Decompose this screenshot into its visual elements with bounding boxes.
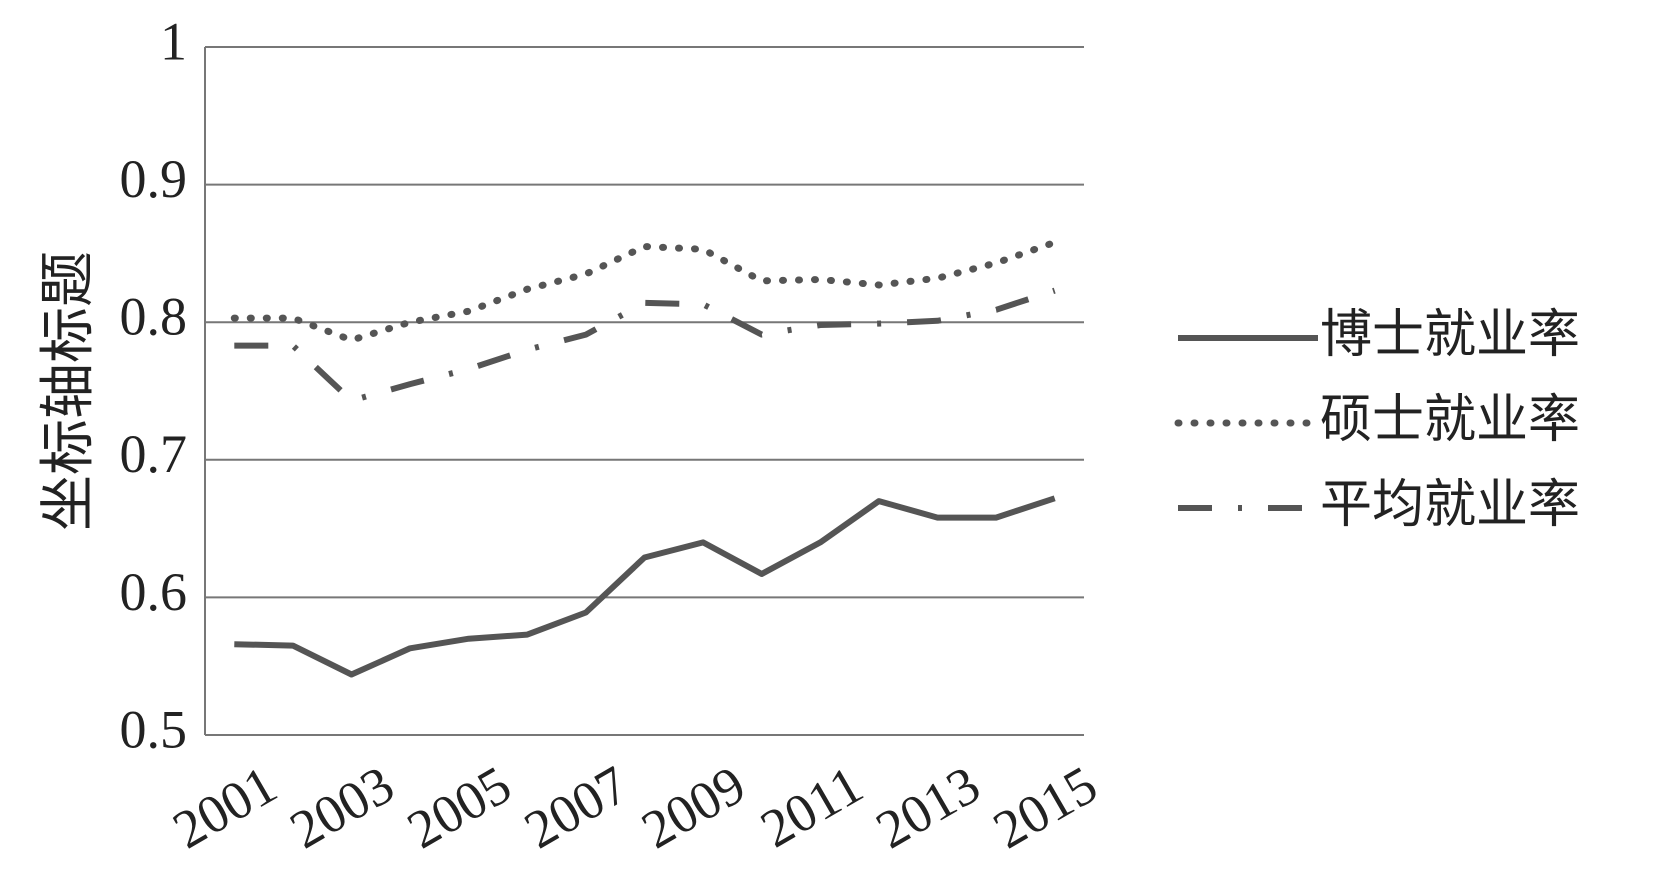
- legend-label: 博士就业率: [1320, 305, 1580, 365]
- x-tick-label: 2009: [632, 754, 756, 860]
- x-tick-label: 2011: [751, 754, 873, 859]
- y-tick-label: 0.8: [120, 287, 188, 347]
- x-tick-label: 2005: [397, 754, 521, 860]
- y-axis-title: 坐标轴标题: [36, 251, 101, 531]
- x-tick-label: 2007: [515, 754, 639, 860]
- x-tick-label: 2013: [866, 754, 990, 860]
- series-line: [230, 238, 1059, 344]
- x-tick-label: 2001: [163, 754, 287, 860]
- y-tick-label: 0.9: [120, 149, 188, 209]
- legend-label: 硕士就业率: [1320, 390, 1580, 450]
- y-tick-label: 0.6: [120, 562, 188, 622]
- series-line: [234, 287, 1056, 404]
- x-tick-label: 2003: [280, 754, 404, 860]
- series-line: [234, 495, 1056, 678]
- y-tick-label: 1: [160, 11, 187, 71]
- legend-label: 平均就业率: [1320, 475, 1580, 535]
- y-tick-label: 0.7: [120, 424, 188, 484]
- y-tick-label: 0.5: [120, 699, 188, 759]
- x-tick-label: 2015: [983, 754, 1107, 860]
